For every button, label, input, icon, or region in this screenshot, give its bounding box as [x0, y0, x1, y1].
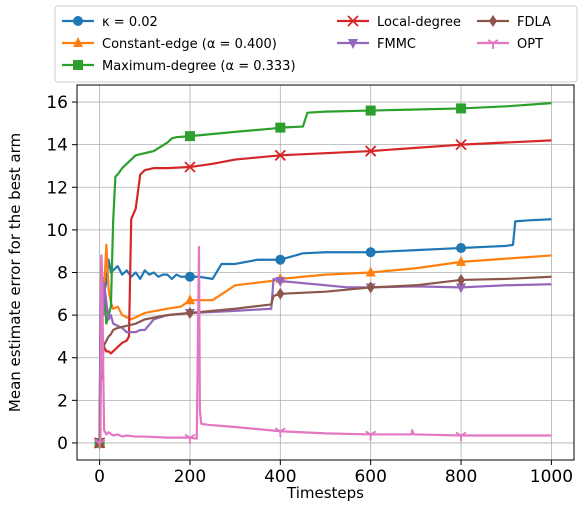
x-tick-label: 400 [264, 467, 296, 487]
data-point [94, 439, 106, 449]
legend-label: FMMC [377, 37, 416, 52]
data-point [184, 294, 195, 305]
legend-item: OPT [477, 37, 543, 52]
legend-label: κ = 0.02 [102, 15, 158, 30]
y-tick-label: 0 [57, 434, 68, 454]
series-line [98, 218, 552, 443]
x-tick-label: 200 [174, 467, 206, 487]
series-group [93, 102, 552, 449]
legend-item: FDLA [477, 15, 551, 30]
data-point [275, 122, 286, 133]
data-point [457, 273, 466, 286]
plot-area [76, 84, 575, 461]
data-point [184, 131, 195, 142]
y-axis-title: Mean estimate error for the best arm [6, 133, 24, 412]
legend-box [54, 5, 578, 83]
legend-item: Maximum-degree (α = 0.333) [62, 59, 296, 74]
data-point [275, 277, 286, 288]
data-point [365, 430, 377, 441]
data-point [366, 281, 375, 294]
legend-label: Maximum-degree (α = 0.333) [102, 59, 296, 74]
legend-marker [73, 16, 83, 26]
data-point [456, 255, 467, 266]
legend-marker [73, 37, 83, 47]
legend-marker [73, 60, 83, 70]
series-opt [94, 245, 552, 449]
legend-marker [347, 15, 359, 27]
data-point [455, 139, 467, 151]
legend-item: κ = 0.02 [62, 15, 158, 30]
data-point [184, 271, 195, 282]
legend-item: Constant-edge (α = 0.400) [62, 37, 277, 52]
grid [77, 85, 574, 460]
x-axis-title: Timesteps [286, 484, 364, 502]
data-point [274, 149, 286, 161]
legend-label: Constant-edge (α = 0.400) [102, 37, 277, 52]
series-local-degree [93, 139, 552, 449]
series-fmmc [94, 254, 552, 449]
data-point [276, 287, 285, 300]
data-point [274, 427, 286, 438]
y-tick-label: 16 [46, 93, 68, 113]
data-point [365, 105, 376, 116]
x-tick-label: 1000 [530, 467, 573, 487]
y-tick-label: 2 [57, 391, 68, 411]
data-point [365, 266, 376, 277]
y-tick-label: 8 [57, 264, 68, 284]
legend-item: FMMC [337, 37, 416, 52]
series-line [98, 245, 552, 444]
y-tick-label: 6 [57, 306, 68, 326]
data-point [365, 145, 377, 157]
data-point [275, 254, 286, 265]
x-tick-label: 600 [354, 467, 386, 487]
series-line [98, 275, 552, 443]
y-tick-label: 4 [57, 349, 68, 369]
data-point [456, 283, 467, 294]
data-point [184, 161, 196, 173]
legend-label: Local-degree [377, 15, 461, 30]
y-tick-label: 12 [46, 178, 68, 198]
series-line [98, 102, 552, 443]
legend-marker [487, 39, 499, 49]
legend: κ = 0.02 Constant-edge (α = 0.400) Maximum… [54, 5, 578, 83]
series-fdla [95, 273, 552, 449]
data-point [185, 306, 194, 319]
legend-label: OPT [517, 37, 543, 52]
data-point [365, 247, 376, 258]
y-tick-label: 10 [46, 221, 68, 241]
legend-item: Local-degree [337, 15, 461, 30]
x-tick-label: 800 [445, 467, 477, 487]
legend-marker [348, 39, 358, 49]
y-tick-label: 14 [46, 136, 68, 156]
data-point [455, 431, 467, 442]
series-0-02 [94, 218, 552, 448]
legend-label: FDLA [517, 15, 551, 30]
data-point [456, 242, 467, 253]
data-point [456, 103, 467, 114]
legend-marker [489, 15, 497, 27]
x-tick-label: 0 [94, 467, 105, 487]
series-line [98, 254, 552, 443]
data-point [184, 433, 196, 444]
